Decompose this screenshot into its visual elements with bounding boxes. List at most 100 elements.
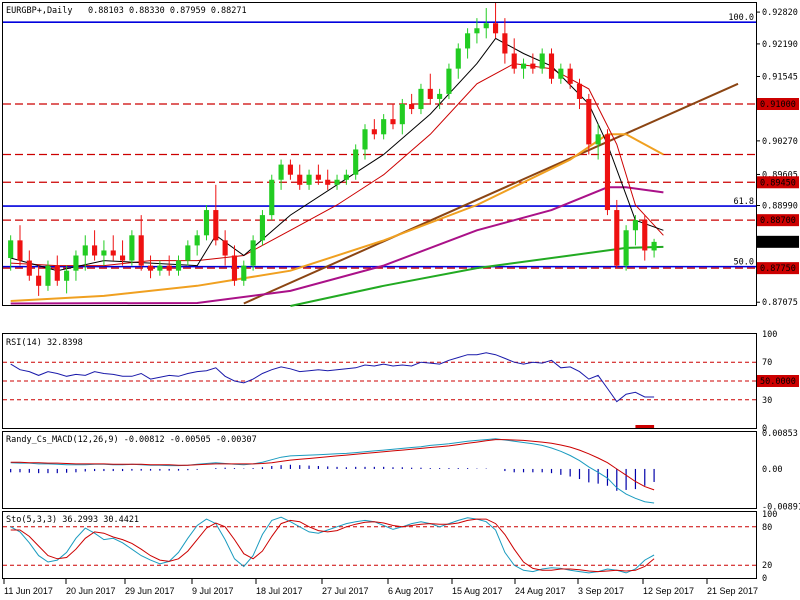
ma-fast-line: [10, 37, 664, 272]
osc-series-line: [10, 516, 655, 574]
candle-body: [492, 23, 499, 34]
candle-body: [642, 220, 648, 251]
level-price-tag: [757, 98, 799, 111]
candle-body: [17, 240, 23, 261]
candle-body: [437, 93, 443, 99]
candle-body: [297, 174, 303, 185]
candle-body: [502, 33, 508, 54]
macd-panel: [2, 431, 757, 509]
stoch-panel: [2, 511, 757, 579]
candle-body: [465, 33, 471, 49]
candle-body: [334, 179, 340, 185]
candle-body: [371, 129, 377, 135]
candle-body: [595, 134, 601, 145]
rsi-title: RSI(14) 32.8398: [6, 338, 83, 348]
fib-label: 50.0: [734, 258, 754, 268]
candle-body: [147, 265, 154, 271]
candle-body: [64, 270, 70, 281]
price-tick-label: 0.91545: [762, 72, 798, 82]
rsi-level-tag: [757, 375, 799, 387]
candle-body: [530, 63, 536, 69]
x-tick-label: 12 Sep 2017: [643, 586, 694, 596]
level-price-label: 0.91000: [760, 100, 796, 110]
candle-body: [390, 119, 396, 125]
candle-body: [474, 28, 480, 34]
osc-series-line: [10, 352, 655, 403]
candle-body: [651, 241, 657, 251]
ma-green-line: [290, 245, 664, 307]
candle-body: [427, 88, 433, 99]
candle-body: [203, 210, 210, 236]
macd-title: Randy_Cs_MACD(12,26,9) -0.00812 -0.00505…: [6, 435, 257, 445]
price-tick-label: 0.87075: [762, 298, 798, 308]
x-tick-label: 11 Jun 2017: [4, 586, 53, 596]
candle-body: [110, 250, 116, 256]
x-tick-label: 29 Jun 2017: [125, 586, 175, 596]
candle-body: [222, 240, 228, 256]
candle-body: [548, 53, 555, 79]
candle-body: [576, 83, 583, 99]
candle-body: [511, 53, 517, 69]
trend-line: [243, 82, 739, 305]
stoch-tick-label: 100: [762, 510, 777, 520]
candle-body: [409, 104, 415, 110]
candle-body: [567, 68, 573, 84]
candle-body: [185, 245, 191, 261]
candle-body: [119, 255, 126, 261]
candle-body: [539, 53, 545, 69]
candle-body: [315, 174, 321, 180]
rsi-tick-label: 100: [762, 330, 777, 340]
x-tick-label: 18 Jul 2017: [256, 586, 303, 596]
x-tick-label: 3 Sep 2017: [578, 586, 624, 596]
candle-body: [483, 23, 489, 29]
candle-body: [194, 235, 200, 246]
candle-body: [138, 235, 144, 266]
candle-body: [558, 68, 564, 79]
price-tick-label: 0.88990: [762, 202, 798, 212]
candle-body: [381, 119, 387, 135]
candle-body: [325, 179, 331, 185]
candle-body: [45, 265, 51, 286]
candle-body: [343, 174, 349, 180]
candle-body: [175, 260, 182, 271]
candle-body: [250, 240, 256, 266]
candle-body: [520, 63, 527, 69]
candle-body: [353, 149, 359, 175]
rsi-marker: [635, 425, 655, 428]
candle-body: [259, 215, 266, 241]
level-price-label: 0.88700: [760, 216, 796, 226]
price-tick-label: 0.92820: [762, 8, 798, 18]
candle-body: [73, 255, 79, 271]
stoch-title: Sto(5,3,3) 36.2993 30.4421: [6, 515, 139, 525]
price-tick-label: 0.90270: [762, 137, 798, 147]
price-tick-label: 0.89605: [762, 170, 798, 180]
candle-body: [418, 88, 424, 110]
price-tick-label: 0.92190: [762, 40, 798, 50]
ma-orange-line: [10, 133, 664, 302]
candle-body: [287, 164, 293, 175]
candle-body: [231, 255, 238, 281]
candle-body: [101, 250, 107, 256]
level-price-label: 0.89450: [760, 178, 796, 188]
macd-tick-label: -0.00891: [762, 502, 800, 512]
candle-body: [269, 179, 275, 216]
stoch-tick-label: 80: [762, 523, 772, 533]
rsi-tick-label: 0: [762, 424, 767, 434]
candle-body: [446, 68, 452, 94]
rsi-tick-label: 70: [762, 358, 772, 368]
rsi-panel: [2, 333, 757, 429]
candle-body: [26, 260, 32, 276]
candle-body: [306, 174, 312, 185]
candle-body: [166, 265, 172, 271]
stoch-tick-label: 0: [762, 574, 767, 584]
ma-magenta-line: [10, 186, 664, 305]
rsi-level-label: 50.0000: [760, 377, 796, 387]
level-price-tag: [757, 262, 799, 275]
candle-body: [82, 245, 88, 256]
candle-body: [455, 48, 461, 69]
x-tick-label: 24 Aug 2017: [515, 586, 566, 596]
stoch-tick-label: 20: [762, 561, 772, 571]
main-panel: [2, 2, 757, 306]
candle-body: [54, 265, 60, 281]
